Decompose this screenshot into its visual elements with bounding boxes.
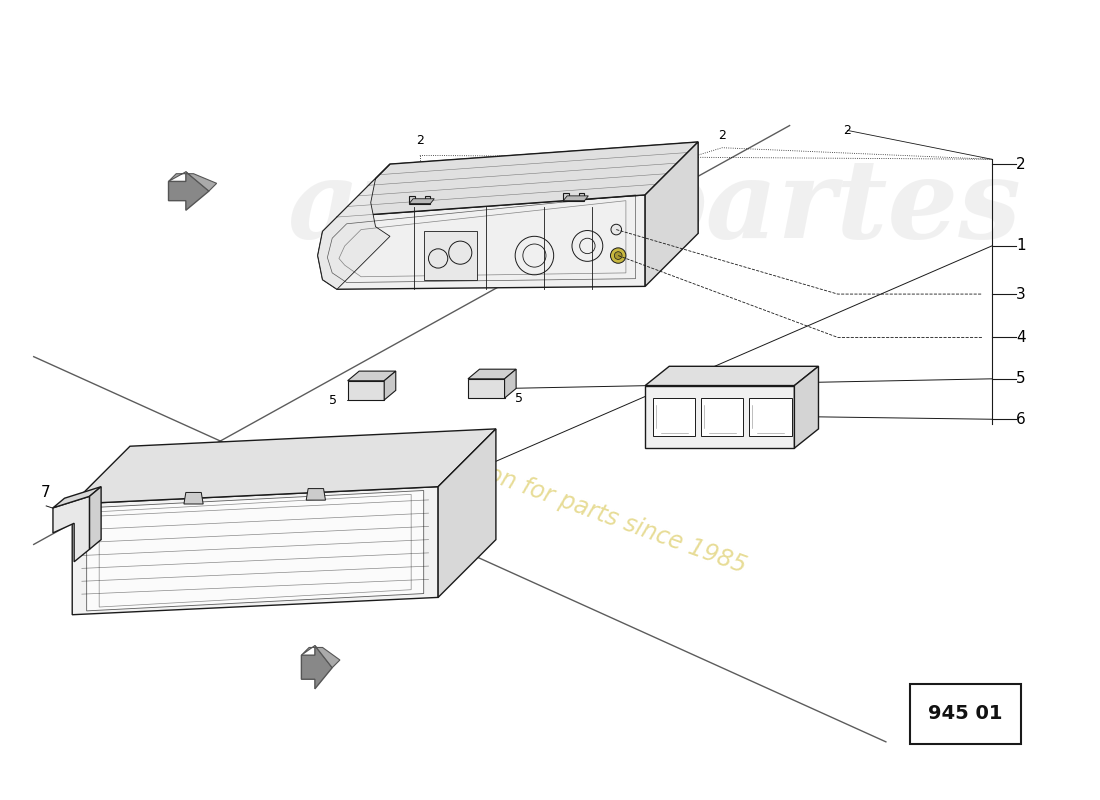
Polygon shape	[438, 429, 496, 598]
Text: 5: 5	[329, 394, 337, 406]
Polygon shape	[424, 231, 476, 280]
Text: a passion for parts since 1985: a passion for parts since 1985	[406, 434, 749, 578]
Polygon shape	[73, 429, 496, 504]
Polygon shape	[301, 646, 340, 668]
Polygon shape	[168, 172, 209, 210]
Polygon shape	[563, 196, 589, 201]
Polygon shape	[646, 366, 818, 386]
Text: autospartes: autospartes	[288, 154, 1022, 261]
Polygon shape	[409, 198, 434, 203]
Text: 2: 2	[416, 134, 424, 147]
Polygon shape	[318, 195, 646, 290]
Polygon shape	[348, 381, 384, 400]
Text: 3: 3	[1016, 286, 1025, 302]
Polygon shape	[53, 496, 89, 562]
Polygon shape	[563, 193, 584, 201]
Bar	[749, 398, 792, 436]
Polygon shape	[409, 196, 430, 203]
Text: 2: 2	[844, 124, 851, 137]
Polygon shape	[318, 164, 390, 290]
Text: 4: 4	[1016, 330, 1025, 345]
Polygon shape	[794, 366, 818, 448]
Polygon shape	[468, 379, 505, 398]
Bar	[910, 684, 1021, 744]
Text: 6: 6	[1016, 412, 1025, 426]
Circle shape	[610, 224, 621, 235]
Polygon shape	[384, 371, 396, 400]
Bar	[701, 398, 744, 436]
Circle shape	[614, 252, 622, 259]
Text: 945 01: 945 01	[928, 705, 1002, 723]
Polygon shape	[87, 490, 424, 611]
Polygon shape	[646, 142, 698, 286]
Polygon shape	[53, 486, 101, 508]
Text: 7: 7	[41, 485, 51, 500]
Text: 5: 5	[1016, 371, 1025, 386]
Polygon shape	[505, 369, 516, 398]
Polygon shape	[348, 371, 396, 381]
Polygon shape	[168, 172, 217, 191]
Polygon shape	[184, 493, 204, 504]
Polygon shape	[468, 369, 516, 379]
Polygon shape	[73, 486, 438, 614]
Polygon shape	[301, 646, 332, 689]
Polygon shape	[371, 142, 698, 236]
Circle shape	[610, 248, 626, 263]
Text: 1: 1	[1016, 238, 1025, 254]
Text: 2: 2	[1016, 157, 1025, 171]
Text: 2: 2	[718, 129, 726, 142]
Polygon shape	[646, 386, 794, 448]
Bar	[653, 398, 695, 436]
Polygon shape	[306, 489, 326, 500]
Polygon shape	[89, 486, 101, 550]
Text: 5: 5	[515, 391, 524, 405]
Polygon shape	[337, 142, 698, 217]
